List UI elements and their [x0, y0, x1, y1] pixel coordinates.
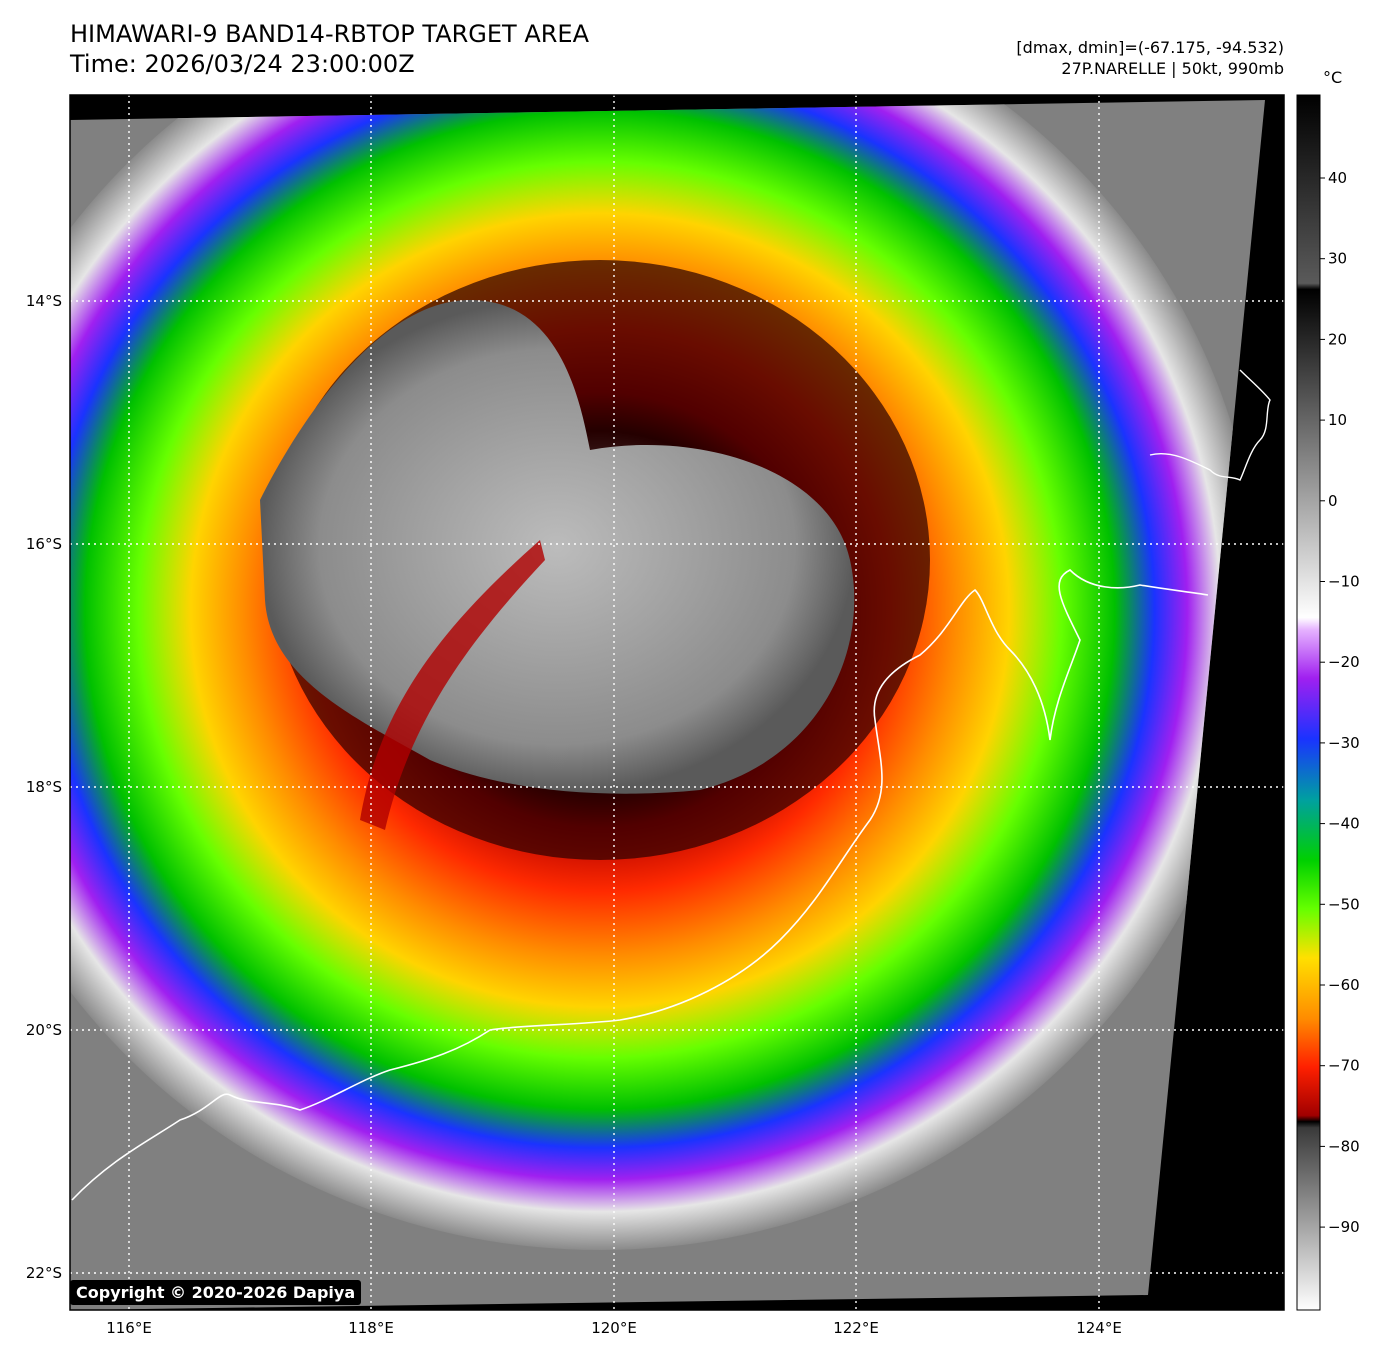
- rainband-streak: [360, 540, 545, 830]
- colorbar-tick-label: −60: [1328, 976, 1360, 994]
- lon-tick-label: 122°E: [833, 1319, 879, 1337]
- lat-tick-label: 22°S: [26, 1264, 62, 1282]
- colorbar-tick-label: −30: [1328, 734, 1360, 752]
- colorbar-tick-label: −20: [1328, 653, 1360, 671]
- lat-tick-label: 14°S: [26, 292, 62, 310]
- colorbar-tick-label: −70: [1328, 1057, 1360, 1075]
- lat-tick-label: 16°S: [26, 535, 62, 553]
- map-frame: [69, 94, 1285, 1311]
- data-range-info: [dmax, dmin]=(-67.175, -94.532): [1016, 38, 1284, 57]
- lon-tick-label: 124°E: [1076, 1319, 1122, 1337]
- lon-tick-label: 118°E: [348, 1319, 394, 1337]
- colorbar-tick-label: 40: [1328, 169, 1347, 187]
- storm-info: 27P.NARELLE | 50kt, 990mb: [1061, 59, 1284, 78]
- colorbar-tick-label: −80: [1328, 1137, 1360, 1155]
- colorbar-tick-label: −10: [1328, 573, 1360, 591]
- map-time: Time: 2026/03/24 23:00:00Z: [70, 50, 415, 78]
- cloud-top-core: [260, 300, 855, 794]
- colorbar-tick-label: 10: [1328, 411, 1347, 429]
- map-title: HIMAWARI-9 BAND14-RBTOP TARGET AREA: [70, 20, 590, 48]
- colorbar-tick-label: −50: [1328, 895, 1360, 913]
- copyright-label: Copyright © 2020-2026 Dapiya: [70, 1280, 362, 1305]
- lon-tick-label: 116°E: [106, 1319, 152, 1337]
- colorbar-tick-label: 20: [1328, 330, 1347, 348]
- colorbar: [1296, 94, 1321, 1311]
- colorbar-tick-label: 0: [1328, 492, 1338, 510]
- coastline-kimberley: [1149, 369, 1271, 481]
- colorbar-unit: °C: [1323, 68, 1343, 87]
- gridlines: [70, 95, 1284, 1310]
- colorbar-tick-label: −90: [1328, 1218, 1360, 1236]
- lat-tick-label: 20°S: [26, 1021, 62, 1039]
- coastline: [71, 569, 1209, 1201]
- lon-tick-label: 120°E: [591, 1319, 637, 1337]
- colorbar-tick-label: 30: [1328, 250, 1347, 268]
- colorbar-ticks: 40 30 20 10 0 −10 −20 −30 −40 −50 −60 −70 −80 −90: [1320, 169, 1360, 1236]
- lat-tick-label: 18°S: [26, 778, 62, 796]
- colorbar-tick-label: −40: [1328, 815, 1360, 833]
